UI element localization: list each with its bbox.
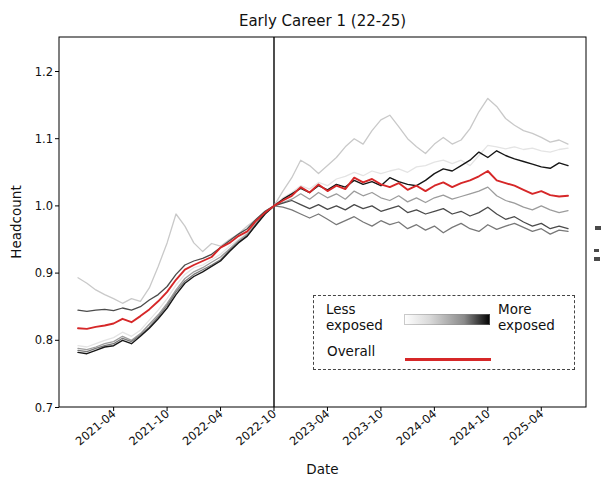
x-tick-label: 2021-10	[126, 407, 172, 449]
legend-less-label: Less exposed	[326, 302, 396, 334]
clipped-edge-fragment	[594, 249, 599, 252]
x-tick-label: 2025-04	[500, 407, 546, 449]
y-tick-label: 0.9	[35, 266, 53, 280]
y-tick-label: 1.1	[35, 132, 53, 146]
x-tick-label: 2023-04	[287, 407, 333, 449]
clipped-edge-fragment	[594, 257, 600, 261]
x-tick-label: 2021-04	[73, 407, 119, 449]
legend-exposure-gradient-bar	[404, 314, 490, 325]
legend-overall-label: Overall	[327, 344, 375, 360]
legend-more-label: More exposed	[498, 302, 570, 334]
figure-root: Early Career 1 (22-25) Headcount Date 0.…	[0, 0, 602, 486]
y-tick-label: 1.2	[35, 65, 53, 79]
series-line-exposure-2	[78, 98, 568, 303]
x-tick-label: 2022-10	[233, 407, 279, 449]
x-tick-label: 2024-04	[393, 407, 439, 449]
y-tick-label: 1.0	[35, 199, 53, 213]
x-tick-label: 2023-10	[340, 407, 386, 449]
legend: Less exposed More exposed Overall	[313, 295, 575, 370]
legend-overall-line-swatch	[405, 358, 491, 361]
y-tick-label: 0.8	[35, 333, 53, 347]
clipped-edge-fragment	[595, 226, 601, 230]
y-tick-label: 0.7	[35, 401, 53, 415]
x-tick-label: 2022-04	[180, 407, 226, 449]
x-tick-label: 2024-10	[447, 407, 493, 449]
plot-area: 0.70.80.91.01.11.22021-042021-102022-042…	[0, 0, 602, 486]
